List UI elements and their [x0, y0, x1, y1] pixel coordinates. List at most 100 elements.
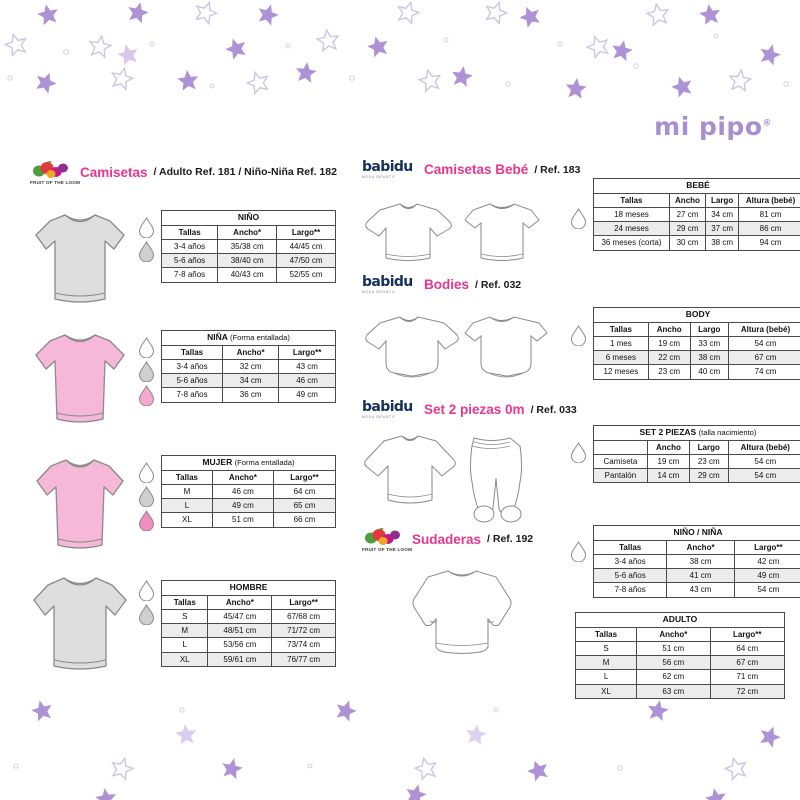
- table-adulto: ADULTO Tallas Ancho* Largo** S 51 cm 64 cm…: [574, 612, 786, 699]
- fruit-of-the-loom-icon: FRUIT OF THE LOOM: [362, 527, 413, 552]
- star-border-bottom: [0, 700, 800, 800]
- col-header: Largo**: [273, 469, 336, 485]
- col-header: Tallas: [593, 192, 670, 208]
- color-swatches-sudaderas: [570, 541, 587, 562]
- col-header: Largo: [689, 321, 729, 337]
- color-swatches-nino: [138, 217, 155, 262]
- table-title-nino: NIÑO: [161, 210, 336, 226]
- set-tee-pants-icon: [362, 428, 562, 526]
- section-header-set2piezas: babidu MODA INFANTIL Set 2 piezas 0m / R…: [362, 400, 577, 419]
- table-row: XL 51 cm 66 cm: [161, 512, 336, 528]
- col-header: Largo**: [733, 539, 800, 555]
- section-ref-camisetas-bebe: / Ref. 183: [534, 163, 581, 176]
- table-title-adulto: ADULTO: [575, 612, 785, 628]
- drop-white-icon: [138, 462, 155, 483]
- section-header-camisetas-bebe: babidu MODA INFANTIL Camisetas Bebé / Re…: [362, 160, 580, 179]
- col-header: Ancho*: [222, 344, 280, 360]
- block-bebe: BEBÉ Tallas Ancho Largo Altura (bebé) 18…: [362, 178, 800, 270]
- table-title-hombre: HOMBRE: [161, 580, 336, 596]
- babidu-tagline: MODA INFANTIL: [362, 290, 396, 294]
- babidu-tagline: MODA INFANTIL: [362, 415, 396, 419]
- color-swatches-bebe: [570, 208, 587, 229]
- table-row: 7-8 años 43 cm 54 cm: [592, 582, 800, 598]
- col-header: Tallas: [574, 626, 638, 642]
- table-title-bebe: BEBÉ: [593, 178, 800, 194]
- drop-grey-icon: [138, 604, 155, 625]
- color-swatches-body: [570, 325, 587, 346]
- col-header: Ancho: [646, 439, 690, 455]
- table-row: 18 meses 27 cm 34 cm 81 cm: [593, 206, 800, 223]
- star-pattern-top-svg: [2, 0, 789, 100]
- table-row: L 49 cm 65 cm: [161, 498, 336, 514]
- drop-white-icon: [570, 325, 587, 346]
- table-body: BODY Tallas Ancho Largo Altura (bebé) 1 …: [593, 307, 800, 380]
- trademark-symbol: ®: [762, 118, 772, 129]
- block-mujer: MUJER (Forma entallada) Tallas Ancho* La…: [30, 450, 336, 555]
- col-header: Tallas: [592, 539, 668, 555]
- block-nino-nina: NIÑO / NIÑA Tallas Ancho* Largo** 3-4 añ…: [362, 525, 800, 666]
- mi-pipo-logo: mi pipo®: [654, 112, 772, 141]
- table-row: XL 59/61 cm 76/77 cm: [160, 651, 336, 667]
- table-row: 1 mes 19 cm 33 cm 54 cm: [593, 335, 800, 352]
- table-title-body: BODY: [593, 307, 800, 323]
- col-header: Tallas: [160, 594, 209, 610]
- table-row: L 53/56 cm 73/74 cm: [160, 637, 336, 653]
- babidu-wordmark: babidu: [362, 399, 413, 415]
- drop-grey-icon: [138, 361, 155, 382]
- col-header: Ancho*: [211, 469, 275, 485]
- col-header: Ancho: [668, 192, 707, 208]
- table-row: 5-6 años 34 cm 46 cm: [160, 373, 336, 389]
- sweatshirt-icon: [362, 561, 562, 666]
- col-header: Largo**: [709, 626, 786, 642]
- table-row: 12 meses 23 cm 40 cm 74 cm: [593, 364, 800, 380]
- table-set2piezas: SET 2 PIEZAS (talla nacimiento) Ancho La…: [593, 425, 800, 484]
- block-nino: NIÑO Tallas Ancho* Largo** 3-4 años 35/38…: [30, 205, 336, 310]
- table-row: M 48/51 cm 71/72 cm: [160, 623, 336, 639]
- table-row: M 46 cm 64 cm: [161, 483, 336, 500]
- table-nina: NIÑA (Forma entallada) Tallas Ancho* Lar…: [160, 330, 336, 403]
- table-title-nino-nina: NIÑO / NIÑA: [593, 525, 800, 541]
- fruit-of-the-loom-wordmark: FRUIT OF THE LOOM: [362, 547, 413, 552]
- table-row: M 56 cm 67 cm: [574, 655, 786, 671]
- col-header: Ancho*: [666, 539, 735, 555]
- table-nino: NIÑO Tallas Ancho* Largo** 3-4 años 35/38…: [160, 210, 336, 283]
- section-ref-set2piezas: / Ref. 033: [530, 403, 577, 416]
- section-title-sudaderas: Sudaderas: [412, 531, 482, 547]
- table-hombre: HOMBRE Tallas Ancho* Largo** S 45/47 cm 67…: [160, 580, 336, 667]
- block-nina: NIÑA (Forma entallada) Tallas Ancho* Lar…: [30, 325, 336, 430]
- block-hombre: HOMBRE Tallas Ancho* Largo** S 45/47 cm 67…: [30, 568, 336, 678]
- section-ref-bodies: / Ref. 032: [475, 278, 522, 291]
- table-row: S 45/47 cm 67/68 cm: [160, 608, 336, 625]
- section-title-camisetas-bebe: Camisetas Bebé: [424, 162, 529, 177]
- section-title-set2piezas: Set 2 piezas 0m: [424, 402, 525, 417]
- table-row: 5-6 años 41 cm 49 cm: [592, 568, 800, 584]
- babidu-logo-icon: babidu MODA INFANTIL: [362, 400, 418, 419]
- table-row: 3-4 años 38 cm 42 cm: [592, 553, 800, 570]
- section-title-bodies: Bodies: [424, 277, 470, 292]
- col-header: Tallas: [160, 224, 219, 240]
- color-swatches-hombre: [138, 580, 155, 625]
- table-mujer: MUJER (Forma entallada) Tallas Ancho* La…: [161, 455, 336, 528]
- table-nino-nina: NIÑO / NIÑA Tallas Ancho* Largo** 3-4 añ…: [592, 525, 800, 598]
- table-bebe: BEBÉ Tallas Ancho Largo Altura (bebé) 18…: [593, 178, 800, 251]
- col-header: Largo: [705, 192, 740, 208]
- table-row: Camiseta 19 cm 23 cm 54 cm: [593, 453, 800, 470]
- babytee-pair-icon: [362, 190, 562, 270]
- tshirt-girl-pink-icon: [30, 325, 130, 430]
- block-body: BODY Tallas Ancho Largo Altura (bebé) 1 …: [362, 305, 800, 387]
- section-header-bodies: babidu MODA INFANTIL Bodies / Ref. 032: [362, 275, 521, 294]
- table-row: L 62 cm 71 cm: [574, 669, 786, 685]
- drop-pink-icon: [138, 385, 155, 406]
- col-header: Largo**: [276, 224, 336, 240]
- drop-grey-icon: [138, 486, 155, 507]
- col-header: Largo**: [271, 594, 336, 610]
- col-header: Largo: [688, 439, 729, 455]
- drop-white-icon: [570, 541, 587, 562]
- table-row: XL 63 cm 72 cm: [574, 683, 786, 699]
- drop-white-icon: [138, 580, 155, 601]
- tshirt-kid-grey-icon: [30, 205, 130, 310]
- table-row: 6 meses 22 cm 38 cm 67 cm: [593, 350, 800, 366]
- col-header: Tallas: [160, 344, 224, 360]
- section-ref-camisetas: / Adulto Ref. 181 / Niño-Niña Ref. 182: [153, 166, 337, 178]
- table-title-set2piezas: SET 2 PIEZAS (talla nacimiento): [593, 425, 800, 441]
